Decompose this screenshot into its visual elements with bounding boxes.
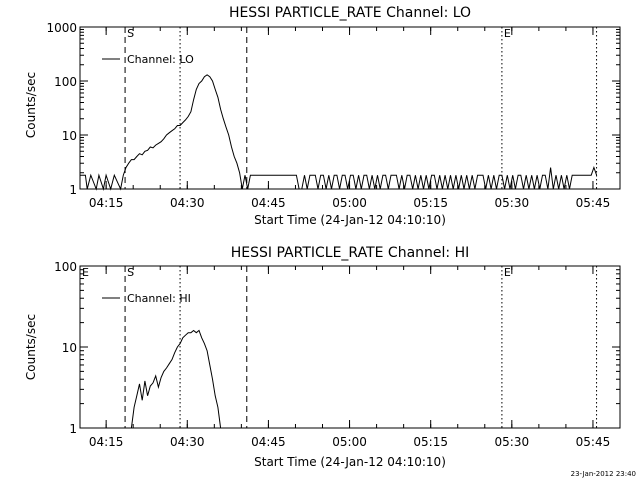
x-tick-label-2: 04:45 [251,196,286,210]
x-tick-label-4: 05:15 [413,435,448,449]
y-tick-label-3: 1000 [46,21,77,35]
panel-hi-ylabel: Counts/sec [24,314,38,380]
panel-hi: HESSI PARTICLE_RATE Channel: HI Counts/s… [24,245,621,469]
x-tick-label-2: 04:45 [251,435,286,449]
panel-hi-title: HESSI PARTICLE_RATE Channel: HI [231,245,469,261]
plot-frame [79,26,621,190]
panel-hi-series [130,329,222,429]
legend-label-lo: Channel: LO [127,53,194,66]
panel-hi-corner-label: E [82,266,89,279]
y-tick-label-2: 100 [54,75,77,89]
series-line-0 [80,74,598,191]
marker-label-3: E [504,27,511,40]
x-tick-label-1: 04:30 [170,435,205,449]
y-tick-label-2: 100 [54,260,77,274]
panel-lo-series [80,74,598,191]
legend-label-hi: Channel: HI [127,292,191,305]
y-tick-label-0: 1 [69,183,77,197]
timestamp-stamp: 23-Jan-2012 23:40 [571,470,636,478]
panel-hi-xlabel: Start Time (24-Jan-12 04:10:10) [254,455,446,469]
x-tick-label-6: 05:45 [576,435,611,449]
panel-lo: HESSI PARTICLE_RATE Channel: LO Counts/s… [24,5,621,227]
series-line-0 [130,329,222,429]
y-tick-label-1: 10 [62,129,77,143]
x-tick-label-5: 05:30 [495,196,530,210]
x-tick-label-5: 05:30 [495,435,530,449]
x-tick-label-3: 05:00 [332,196,367,210]
plot-frame [79,265,621,429]
y-tick-label-0: 1 [69,422,77,436]
panel-lo-axes: 1 10 100 1000 04:15 04:30 04:45 05:00 05:15 05:30… [46,21,621,210]
panel-hi-legend: Channel: HI [102,292,191,305]
panel-hi-axes: 1 10 100 04:15 04:30 04:45 05:00 05:15 05:30 05:4… [54,260,621,449]
x-tick-label-3: 05:00 [332,435,367,449]
marker-label-3: E [504,266,511,279]
marker-label-0: S [127,266,134,279]
marker-label-0: S [127,27,134,40]
panel-lo-xlabel: Start Time (24-Jan-12 04:10:10) [254,213,446,227]
x-tick-label-0: 04:15 [89,196,124,210]
panel-lo-legend: Channel: LO [102,53,194,66]
y-tick-label-1: 10 [62,341,77,355]
panel-lo-title: HESSI PARTICLE_RATE Channel: LO [229,5,471,21]
x-tick-label-0: 04:15 [89,435,124,449]
x-tick-label-1: 04:30 [170,196,205,210]
panel-lo-ylabel: Counts/sec [24,72,38,138]
x-tick-label-6: 05:45 [576,196,611,210]
x-tick-label-4: 05:15 [413,196,448,210]
